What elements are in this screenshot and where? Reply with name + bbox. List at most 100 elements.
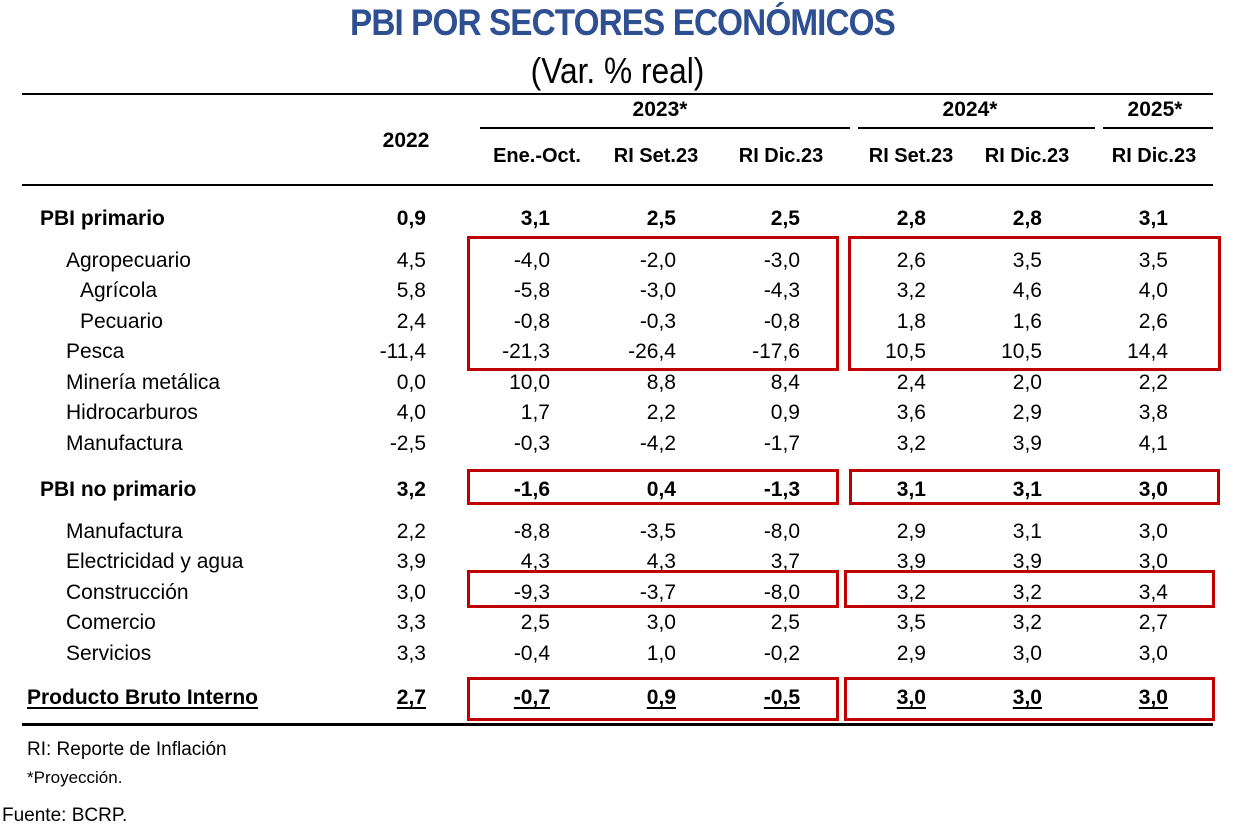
cell-value: 3,9 xyxy=(1012,432,1042,455)
row-label: Minería metálica xyxy=(66,371,221,394)
header-2022: 2022 xyxy=(382,129,430,152)
cell-value: -4,3 xyxy=(763,279,800,302)
cell-value: -0,7 xyxy=(513,686,550,709)
cell-value: 4,1 xyxy=(1138,432,1168,455)
cell-value: 3,3 xyxy=(396,642,426,665)
cell-value: 8,8 xyxy=(646,371,676,394)
cell-value: 3,0 xyxy=(1138,642,1168,665)
cell-value: 4,0 xyxy=(1138,279,1168,302)
cell-value: 3,1 xyxy=(1138,207,1168,230)
cell-value: 3,0 xyxy=(1138,550,1168,573)
cell-value: -26,4 xyxy=(628,340,676,363)
cell-value: -1,7 xyxy=(763,432,800,455)
highlight-box-2023-primary xyxy=(467,236,839,371)
cell-value: 14,4 xyxy=(1127,340,1168,363)
column-header: RI Set.23 xyxy=(868,145,954,167)
cell-value: 3,2 xyxy=(1012,581,1042,604)
header-group-2025: 2025* xyxy=(1127,98,1183,121)
column-header: RI Dic.23 xyxy=(1111,145,1197,167)
row-label: Servicios xyxy=(66,642,152,665)
cell-value: 0,4 xyxy=(646,478,676,501)
row-label: Comercio xyxy=(66,611,156,634)
cell-value: 3,2 xyxy=(896,581,926,604)
cell-value: 2,6 xyxy=(1138,310,1168,333)
cell-value: -1,3 xyxy=(763,478,800,501)
cell-value: 2,9 xyxy=(1012,401,1042,424)
cell-value: 2,8 xyxy=(896,207,926,230)
cell-value: 3,0 xyxy=(896,686,926,709)
cell-value: 1,8 xyxy=(896,310,926,333)
cell-value: 2,9 xyxy=(896,520,926,543)
cell-value: 1,0 xyxy=(646,642,676,665)
cell-value: -5,8 xyxy=(513,279,550,302)
cell-value: 3,2 xyxy=(896,279,926,302)
cell-value: 3,5 xyxy=(1138,249,1168,272)
cell-value: 3,9 xyxy=(896,550,926,573)
cell-value: 2,5 xyxy=(770,207,800,230)
cell-value: 3,0 xyxy=(396,581,426,604)
highlight-box-2023-nonprimary xyxy=(467,469,839,505)
cell-value: 2,7 xyxy=(1138,611,1168,634)
row-label: Manufactura xyxy=(66,432,183,455)
cell-value: 5,8 xyxy=(396,279,426,302)
note-source: Fuente: BCRP. xyxy=(2,805,128,826)
row-label: PBI primario xyxy=(40,207,165,230)
cell-value: 3,1 xyxy=(1012,478,1042,501)
cell-value: -8,8 xyxy=(513,520,550,543)
highlight-box-2024-construction xyxy=(844,570,1215,608)
note-ri: RI: Reporte de Inflación xyxy=(27,739,227,760)
highlight-box-2023-gdp xyxy=(467,677,839,721)
group-underline-2024 xyxy=(858,127,1095,129)
cell-value: 3,0 xyxy=(1012,642,1042,665)
cell-value: 2,2 xyxy=(396,520,426,543)
header-group-2024: 2024* xyxy=(942,98,998,121)
header-rule xyxy=(22,184,1213,186)
cell-value: 3,4 xyxy=(1138,581,1168,604)
cell-value: -2,0 xyxy=(639,249,676,272)
cell-value: -0,4 xyxy=(513,642,550,665)
cell-value: 0,9 xyxy=(646,686,676,709)
cell-value: -3,5 xyxy=(639,520,676,543)
cell-value: 3,5 xyxy=(1012,249,1042,272)
page-subtitle: (Var. % real) xyxy=(530,50,705,91)
cell-value: -1,6 xyxy=(513,478,550,501)
cell-value: 2,9 xyxy=(896,642,926,665)
cell-value: 2,2 xyxy=(646,401,676,424)
cell-value: 4,5 xyxy=(396,249,426,272)
column-header: RI Dic.23 xyxy=(984,145,1070,167)
cell-value: 3,0 xyxy=(1138,520,1168,543)
header-group-2023: 2023* xyxy=(632,98,688,121)
cell-value: 3,2 xyxy=(396,478,426,501)
bottom-rule xyxy=(22,723,1213,726)
cell-value: -2,5 xyxy=(389,432,426,455)
cell-value: 3,6 xyxy=(896,401,926,424)
cell-value: 3,0 xyxy=(1138,478,1168,501)
cell-value: -8,0 xyxy=(763,520,800,543)
row-label: Hidrocarburos xyxy=(66,401,198,424)
cell-value: 3,1 xyxy=(1012,520,1042,543)
cell-value: -3,7 xyxy=(639,581,676,604)
cell-value: 3,0 xyxy=(646,611,676,634)
highlight-box-2024-nonprimary xyxy=(849,469,1220,505)
top-rule xyxy=(22,93,1213,95)
cell-value: -4,2 xyxy=(639,432,676,455)
cell-value: 8,4 xyxy=(770,371,800,394)
cell-value: 2,7 xyxy=(396,686,426,709)
cell-value: 4,6 xyxy=(1012,279,1042,302)
row-label: Electricidad y agua xyxy=(66,550,244,573)
cell-value: 3,9 xyxy=(1012,550,1042,573)
cell-value: 2,5 xyxy=(770,611,800,634)
highlight-box-2023-construction xyxy=(467,570,839,608)
row-label: Agropecuario xyxy=(66,249,191,272)
cell-value: 4,0 xyxy=(396,401,426,424)
row-label: Agrícola xyxy=(80,279,158,302)
cell-value: 2,6 xyxy=(896,249,926,272)
cell-value: 4,3 xyxy=(646,550,676,573)
cell-value: -0,3 xyxy=(513,432,550,455)
row-label: Manufactura xyxy=(66,520,183,543)
row-label: PBI no primario xyxy=(40,478,197,501)
cell-value: 1,7 xyxy=(520,401,550,424)
column-header: RI Dic.23 xyxy=(738,145,824,167)
cell-value: 3,8 xyxy=(1138,401,1168,424)
